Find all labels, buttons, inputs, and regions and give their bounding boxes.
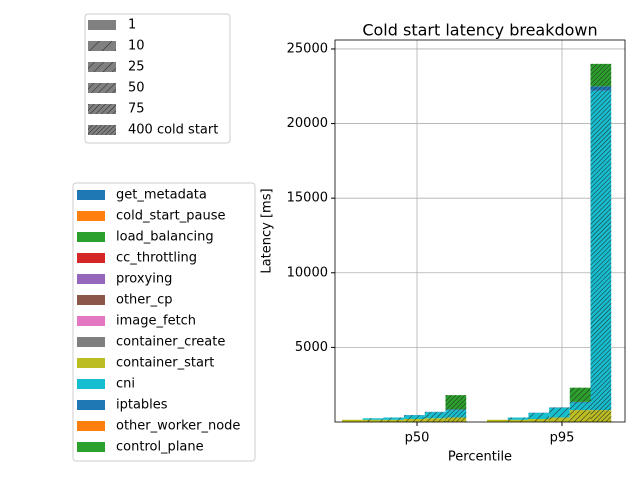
bar-hatch [569,387,591,402]
legend-patch [77,190,105,200]
legend-patch [77,274,105,284]
legend-patch [77,211,105,221]
legend-label: 25 [128,60,145,75]
bar-hatch [590,86,612,91]
y-tick-label: 20000 [287,116,328,131]
x-tick-label: p50 [405,431,430,446]
y-tick-label: 15000 [287,191,328,206]
legend-label: cc_throttling [116,251,197,266]
legend-label: container_create [116,335,225,350]
legend-label: 400 cold start [128,123,218,138]
legend-patch [77,337,105,347]
bar-hatch [528,419,550,422]
legend-hatch [88,41,116,51]
bar-hatch [445,410,467,418]
legend-label: 1 [128,18,136,33]
legend-label: 10 [128,39,145,54]
legend-patch [77,400,105,410]
legend-patch [77,421,105,431]
legend-label: proxying [116,272,172,287]
bar-hatch [445,395,467,410]
bar-hatch [424,418,446,422]
series-legend-box [72,182,256,462]
legend-label: get_metadata [116,188,207,203]
bar-hatch [528,413,550,420]
x-tick-label: p95 [550,431,575,446]
legend-label: image_fetch [116,314,196,329]
bar-hatch [569,402,591,411]
bar-hatch [362,419,384,422]
y-tick-label: 25000 [287,41,328,56]
legend-label: other_cp [116,293,173,308]
bar-hatch [507,419,529,422]
legend-hatch [88,62,116,72]
bar-hatch [549,407,570,418]
legend-label: container_start [116,356,214,371]
legend-label: iptables [116,398,168,413]
bar-segment [487,419,508,422]
legend-patch [77,442,105,452]
legend-label: cold_start_pause [116,209,225,224]
bar-hatch [507,417,529,420]
legend-hatch [88,83,116,93]
legend-patch [77,358,105,368]
legend-label: other_worker_node [116,419,240,434]
bar-hatch [549,417,570,422]
y-tick-label: 5000 [295,340,328,355]
bar-hatch [383,419,405,422]
legend-patch [77,253,105,263]
legend-hatch [88,104,116,114]
legend-patch [77,316,105,326]
bar-hatch [362,418,384,420]
legend-hatch [88,125,116,135]
bar-hatch [569,401,591,403]
bar-hatch [404,419,425,422]
bar-hatch [445,409,467,411]
legend-patch [77,379,105,389]
legend-label: control_plane [116,440,204,455]
axes-frame [334,39,626,423]
legend-label: cni [116,377,135,392]
bar-hatch [383,417,405,420]
bar-segment [342,419,363,422]
legend-label: 75 [128,102,145,117]
legend-patch [88,20,116,30]
bar-hatch [424,412,446,419]
bar-hatch [445,417,467,422]
hatch-legend-box [84,13,231,144]
legend-patch [77,232,105,242]
bar-hatch [590,63,612,87]
legend-patch [77,295,105,305]
chart-title: Cold start latency breakdown [362,21,597,40]
bar-hatch [404,415,425,420]
y-axis-label: Latency [ms] [260,188,275,273]
legend-label: load_balancing [116,230,214,245]
legend-label: 50 [128,81,145,96]
bar-hatch [590,90,612,411]
x-axis-label: Percentile [448,450,512,465]
bar-hatch [569,410,591,422]
bar-hatch [590,410,612,422]
y-tick-label: 10000 [287,265,328,280]
